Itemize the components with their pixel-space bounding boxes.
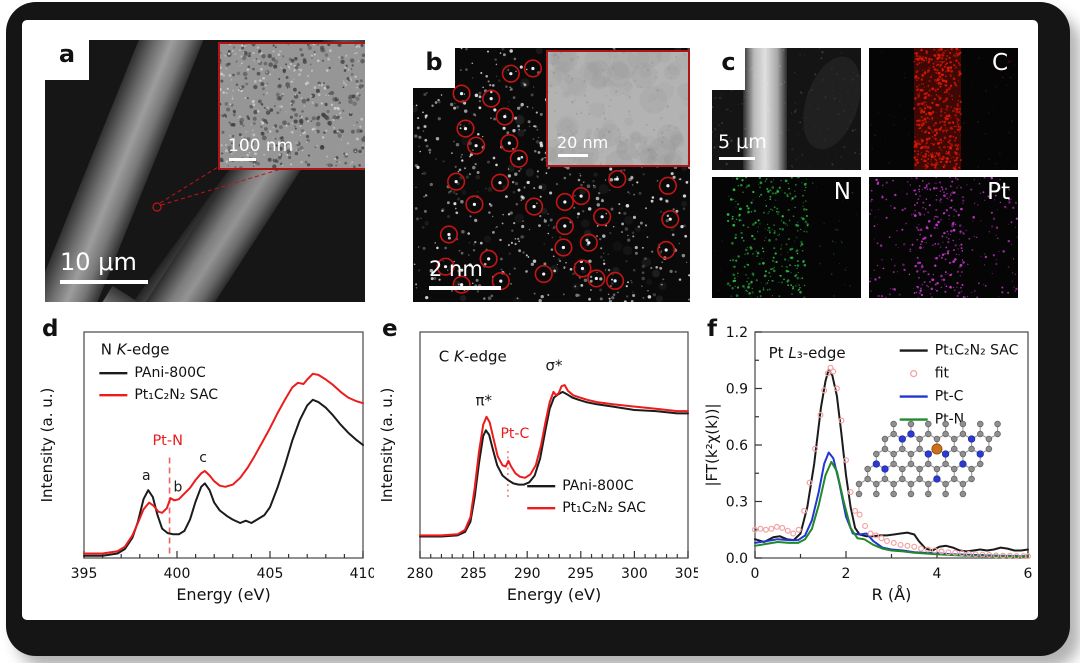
svg-text:|FT(k²χ(k))|: |FT(k²χ(k))| [703,403,721,486]
svg-text:285: 285 [460,566,487,582]
svg-text:N K-edge: N K-edge [101,341,170,359]
svg-text:π*: π* [476,391,493,409]
inset-scale-label: 100 nm [228,136,294,156]
svg-text:C K-edge: C K-edge [439,347,507,365]
svg-text:300: 300 [621,566,648,582]
svg-text:295: 295 [567,566,594,582]
panel-d-label: d [42,316,59,342]
svg-text:Energy (eV): Energy (eV) [507,585,601,604]
svg-text:0.9: 0.9 [726,382,748,398]
svg-text:Intensity (a. u.): Intensity (a. u.) [378,388,396,503]
svg-text:Pt-C: Pt-C [935,389,964,405]
svg-text:395: 395 [71,566,98,582]
svg-text:0: 0 [751,566,760,582]
element-label-n: N [833,179,851,205]
zoom-callout-lines [152,166,289,212]
panel-f-label: f [707,316,718,342]
svg-text:fit: fit [935,366,950,382]
chart-c-k-edge: e 280 285 290 295 300 305 Energy (eV) Intensity… [378,316,698,612]
scale-bar [429,286,501,290]
inset-scale-bar [229,158,256,161]
inset-scale-label: 20 nm [557,133,609,152]
svg-text:405: 405 [257,566,284,582]
svg-text:2: 2 [842,566,851,582]
svg-text:R (Å): R (Å) [872,585,912,604]
svg-text:0.0: 0.0 [726,551,748,567]
svg-text:Energy (eV): Energy (eV) [176,585,270,604]
panel-c-map-c-tile: C [869,48,1018,170]
svg-text:4: 4 [933,566,942,582]
svg-text:a: a [142,468,151,484]
chart-n-k-edge: d 395 400 405 410 Energy (eV) Intensity (a. u… [38,316,374,612]
panel-a-sem-image: a 100 nm 10 μm [45,40,365,302]
svg-text:σ*: σ* [545,356,563,374]
scale-label: 10 μm [60,248,137,276]
svg-text:Pt₁C₂N₂ SAC: Pt₁C₂N₂ SAC [562,500,646,516]
svg-text:PAni-800C: PAni-800C [134,365,206,381]
svg-text:Pt₁C₂N₂ SAC: Pt₁C₂N₂ SAC [935,343,1019,359]
svg-text:410: 410 [350,566,374,582]
svg-text:400: 400 [164,566,191,582]
c-map-dots [870,48,1015,170]
panel-e-label: e [382,316,398,342]
svg-text:1.2: 1.2 [726,325,748,341]
pt-map-dots [869,177,1018,298]
panel-b-inset-image: 20 nm [546,50,690,167]
element-label-pt: Pt [987,179,1010,205]
atomic-model [855,420,1001,498]
panel-c-label: c [712,48,745,90]
panel-c-sem-tile: c 5 μm [712,48,861,170]
chart-pt-l3-edge: f 0 2 4 6 0.0 0.3 0.6 0.9 1.2 R (Å) |FT(k²χ(k))| Pt… [703,316,1037,612]
panel-c-map-pt-tile: Pt [869,177,1018,298]
structure-model-inset [849,414,1031,530]
svg-text:Pt-N: Pt-N [152,433,183,449]
n-map-dots [714,177,857,298]
scale-label: 2 nm [429,257,483,281]
scale-bar [60,280,148,284]
tem-texture [548,52,688,165]
scale-bar [719,157,755,160]
panel-a-label: a [45,40,89,80]
sem-texture [712,48,861,170]
svg-text:280: 280 [407,566,434,582]
svg-text:c: c [199,450,207,466]
svg-text:Pt-N: Pt-N [935,412,964,428]
svg-text:305: 305 [675,566,698,582]
inset-scale-bar [558,154,588,157]
porous-texture [220,44,365,168]
panel-b-stem-image: b 20 nm 2 nm [413,48,690,302]
svg-text:0.6: 0.6 [726,438,748,454]
svg-text:0.3: 0.3 [726,495,748,511]
panel-letter: b [425,48,443,76]
scale-label: 5 μm [718,131,767,153]
panel-b-label: b [413,48,455,88]
svg-text:Intensity (a. u.): Intensity (a. u.) [38,388,56,503]
fiber-band [743,48,787,170]
svg-text:PAni-800C: PAni-800C [562,478,634,494]
svg-text:Pt L₃-edge: Pt L₃-edge [769,344,846,362]
svg-text:6: 6 [1024,566,1033,582]
panel-letter: c [721,48,736,76]
svg-text:290: 290 [514,566,541,582]
panel-c-eds-maps: c 5 μm C N Pt [712,48,1019,298]
svg-text:Pt-C: Pt-C [500,426,529,442]
single-atom-markers [420,59,680,294]
panel-letter: a [58,40,76,68]
panel-c-map-n-tile: N [712,177,861,298]
svg-text:b: b [173,479,182,495]
panel-a-inset-image: 100 nm [218,42,365,170]
element-label-c: C [991,50,1008,76]
svg-text:Pt₁C₂N₂ SAC: Pt₁C₂N₂ SAC [134,387,218,403]
